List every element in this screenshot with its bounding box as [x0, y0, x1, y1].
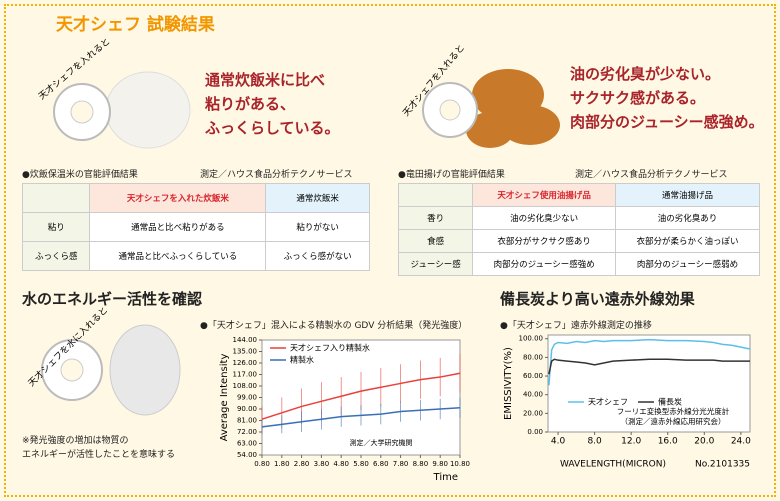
x-tick-label: 1.80 [274, 460, 290, 468]
x-tick-label: 12.0 [621, 437, 641, 447]
y-tick-label: 108.00 [233, 382, 258, 390]
y-tick-label: 126.00 [233, 359, 258, 367]
source: 測定／ハウス食品分析テクノサービス [200, 170, 353, 180]
note: フーリエ変換型赤外線分光光度計 [617, 406, 730, 416]
ring-hole [60, 358, 84, 382]
page-title: 天才シェフ 試験結果 [50, 10, 221, 35]
y-tick-label: 60.00 [523, 372, 543, 380]
legend-label: 天才シェフ入り精製水 [290, 343, 370, 353]
y-tick-label: 99.00 [237, 394, 257, 402]
x-tick-label: 20.0 [694, 437, 714, 447]
y-tick-label: 40.00 [523, 391, 543, 399]
section-heading: 水のエネルギー活性を確認 [22, 290, 203, 308]
headline: 通常炊飯米に比べ 粘りがある、 ふっくらしている。 [205, 71, 340, 137]
caption: ●「天才シェフ」混入による精製水の GDV 分析結果（発光強度） [200, 321, 468, 331]
y-tick-label: 100.00 [519, 335, 544, 343]
ring-hole [439, 99, 461, 121]
y-tick-label: 72.00 [237, 428, 257, 436]
plot-area [547, 334, 751, 433]
water-image [109, 324, 181, 416]
note: ※発光強度の増加は物質の エネルギーが活性したことを意味する [22, 436, 176, 460]
y-tick-label: 63.00 [237, 440, 257, 448]
series-line [261, 372, 461, 420]
x-tick-label: 16.0 [658, 437, 678, 447]
y-axis-label: Average Intensity [219, 354, 230, 442]
x-axis-label: Time [433, 472, 458, 483]
y-tick-label: 135.00 [233, 348, 258, 356]
table: 天才シェフを入れた炊飯米 通常炊飯米 粘り 通常品と比べ粘りがある 粘りがない ふっく… [21, 183, 370, 271]
series-line [261, 406, 461, 428]
x-tick-label: 9.80 [432, 460, 448, 468]
x-tick-label: 24.0 [731, 437, 751, 447]
headline: 油の劣化臭が少ない。 サクサク感がある。 肉部分のジューシー感強め。 [570, 65, 764, 131]
x-tick-label: 3.80 [314, 460, 330, 468]
caption: ●炊飯保温米の官能評価結果 [22, 170, 138, 180]
x-tick-label: 0.80 [254, 460, 270, 468]
y-tick-label: 80.00 [523, 353, 543, 361]
legend-label: 備長炭 [658, 397, 682, 407]
x-tick-label: 4.0 [551, 437, 566, 447]
x-tick-label: 5.80 [353, 460, 369, 468]
series-line [548, 358, 750, 375]
table: 天才シェフ使用油揚げ品 通常油揚げ品 香り 油の劣化臭少ない 油の劣化臭あり 食感 衣部… [397, 183, 760, 276]
ring-hole [70, 100, 94, 124]
source: 測定／ハウス食品分析テクノサービス [575, 170, 728, 180]
x-tick-label: 6.80 [373, 460, 389, 468]
x-tick-label: 8.80 [413, 460, 429, 468]
caption: ●竜田揚げの官能評価結果 [398, 170, 505, 180]
y-tick-label: 20.00 [523, 409, 543, 417]
legend-label: 精製水 [290, 355, 314, 365]
section-heading: 備長炭より高い遠赤外線効果 [500, 290, 695, 308]
x-tick-label: 8.0 [587, 437, 602, 447]
y-tick-label: 90.00 [237, 405, 257, 413]
note: （測定／遠赤外線応用研究会） [621, 416, 726, 426]
x-axis-label: WAVELENGTH(MICRON) [560, 460, 666, 470]
border [4, 4, 776, 497]
y-tick-label: 144.00 [233, 336, 258, 344]
y-tick-label: 54.00 [237, 451, 257, 459]
caption: ●「天才シェフ」遠赤外線測定の推移 [500, 321, 652, 331]
annotation: No.2101335 [695, 460, 750, 470]
x-tick-label: 2.80 [294, 460, 310, 468]
y-tick-label: 117.00 [233, 371, 258, 379]
chicken-image [466, 69, 560, 148]
annotation: 測定／大学研究機関 [350, 438, 413, 447]
legend-label: 天才シェフ [588, 397, 628, 407]
x-tick-label: 10.80 [450, 460, 470, 468]
y-tick-label: 81.00 [237, 417, 257, 425]
rice-image [105, 71, 191, 149]
x-tick-label: 7.80 [393, 460, 409, 468]
y-tick-label: 0.00 [527, 428, 543, 436]
x-tick-label: 4.80 [333, 460, 349, 468]
series-line [548, 338, 751, 386]
y-axis-label: EMISSIVITY(%) [503, 347, 514, 420]
